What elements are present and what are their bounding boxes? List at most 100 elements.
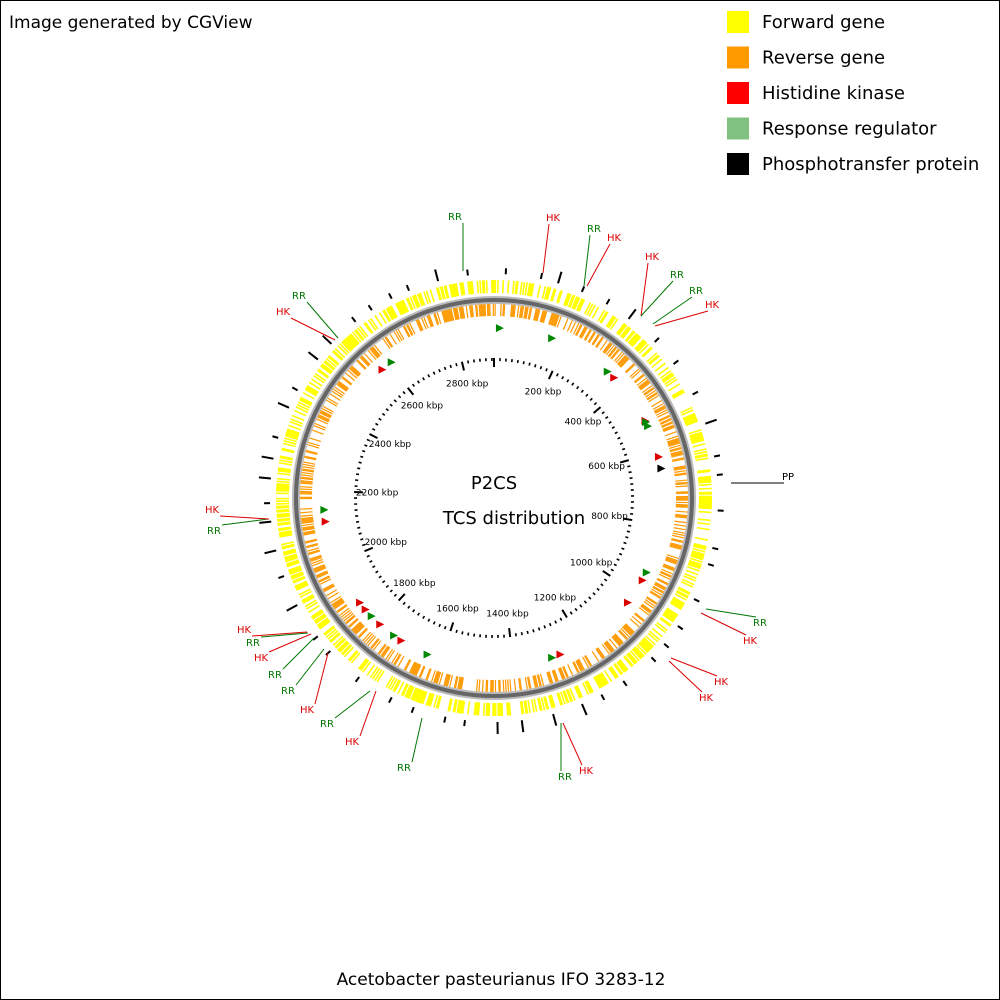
reverse-gene bbox=[672, 530, 685, 534]
reverse-gene bbox=[350, 366, 361, 376]
forward-gene bbox=[418, 293, 425, 306]
reverse-gene bbox=[669, 544, 682, 549]
reverse-gene bbox=[372, 346, 381, 357]
forward-gene bbox=[605, 315, 615, 327]
forward-gene bbox=[282, 442, 296, 448]
forward-gene bbox=[400, 300, 408, 313]
reverse-gene bbox=[596, 647, 605, 659]
forward-gene bbox=[541, 285, 547, 299]
reverse-gene bbox=[675, 515, 688, 518]
forward-gene bbox=[347, 335, 358, 346]
forward-gene bbox=[620, 326, 631, 339]
forward-gene bbox=[642, 347, 653, 358]
forward-gene bbox=[506, 280, 510, 294]
reverse-gene bbox=[301, 521, 314, 524]
reverse-gene bbox=[655, 409, 668, 416]
forward-gene bbox=[595, 675, 604, 688]
forward-gene bbox=[452, 283, 457, 297]
forward-gene bbox=[694, 536, 709, 541]
forward-gene bbox=[698, 479, 712, 483]
reverse-gene bbox=[559, 667, 566, 679]
reverse-gene bbox=[452, 308, 457, 321]
forward-gene bbox=[697, 475, 712, 479]
reverse-gene bbox=[596, 337, 604, 348]
reverse-gene bbox=[307, 441, 320, 447]
scale-tick bbox=[537, 627, 541, 631]
scale-tick bbox=[526, 630, 529, 635]
reverse-gene bbox=[481, 679, 484, 692]
forward-gene bbox=[308, 381, 321, 390]
scale-tick bbox=[556, 373, 559, 377]
forward-gene bbox=[284, 554, 298, 560]
forward-gene bbox=[290, 572, 304, 579]
reverse-gene bbox=[362, 631, 372, 642]
reverse-gene bbox=[355, 625, 365, 635]
outer-tick bbox=[291, 386, 299, 392]
scale-label: 400 kbp bbox=[565, 418, 602, 428]
feature-label: RR bbox=[397, 763, 411, 774]
forward-gene bbox=[313, 613, 326, 622]
scale-label: 1200 kbp bbox=[534, 593, 577, 603]
forward-gene bbox=[693, 448, 707, 453]
outer-tick bbox=[713, 454, 721, 458]
forward-gene bbox=[634, 646, 645, 657]
reverse-gene bbox=[671, 534, 684, 539]
forward-gene bbox=[453, 699, 458, 713]
reverse-gene bbox=[445, 674, 450, 687]
forward-gene bbox=[628, 652, 638, 663]
reverse-gene bbox=[469, 305, 472, 318]
reverse-gene bbox=[666, 435, 679, 441]
reverse-gene bbox=[371, 638, 380, 649]
reverse-gene bbox=[415, 320, 422, 332]
forward-gene bbox=[609, 666, 618, 679]
reverse-gene bbox=[476, 304, 479, 317]
forward-gene bbox=[607, 316, 617, 329]
reverse-gene bbox=[306, 544, 319, 549]
reverse-gene bbox=[607, 346, 617, 357]
scale-tick bbox=[467, 632, 470, 636]
scale-tick bbox=[358, 532, 362, 535]
forward-gene bbox=[392, 679, 400, 692]
reverse-gene bbox=[327, 592, 339, 600]
outer-tick bbox=[351, 316, 357, 323]
forward-gene bbox=[515, 281, 519, 295]
forward-gene bbox=[276, 506, 290, 509]
forward-gene bbox=[584, 681, 592, 694]
forward-gene bbox=[671, 598, 684, 607]
forward-gene bbox=[409, 296, 416, 310]
feature-label: HK bbox=[714, 677, 729, 688]
reverse-gene bbox=[576, 659, 583, 672]
reverse-gene bbox=[643, 600, 655, 609]
reverse-gene bbox=[539, 310, 544, 323]
forward-gene bbox=[619, 659, 629, 671]
scale-tick bbox=[461, 631, 464, 635]
reverse-gene bbox=[636, 377, 647, 386]
forward-gene bbox=[630, 335, 641, 347]
forward-gene bbox=[329, 632, 341, 642]
reverse-gene bbox=[338, 380, 349, 390]
reverse-gene bbox=[337, 381, 349, 390]
forward-gene bbox=[324, 626, 336, 636]
reverse-gene bbox=[671, 538, 684, 542]
forward-gene bbox=[359, 658, 369, 671]
reverse-gene bbox=[433, 313, 439, 326]
forward-gene bbox=[661, 372, 673, 381]
scale-tick bbox=[432, 371, 436, 375]
outer-tick bbox=[605, 298, 611, 305]
backbone bbox=[294, 298, 694, 698]
reverse-gene bbox=[301, 516, 314, 520]
forward-gene bbox=[684, 572, 697, 580]
forward-gene bbox=[567, 294, 575, 308]
reverse-gene bbox=[587, 331, 595, 343]
forward-gene bbox=[609, 318, 619, 330]
reverse-gene bbox=[618, 630, 628, 640]
forward-gene bbox=[316, 369, 329, 379]
forward-gene bbox=[672, 391, 685, 400]
reverse-gene bbox=[641, 603, 652, 612]
forward-gene bbox=[680, 580, 694, 588]
reverse-gene bbox=[301, 520, 314, 523]
reverse-gene bbox=[671, 539, 683, 544]
reverse-gene bbox=[662, 565, 675, 572]
forward-gene bbox=[685, 418, 698, 426]
scale-label: 2200 kbp bbox=[356, 489, 399, 499]
